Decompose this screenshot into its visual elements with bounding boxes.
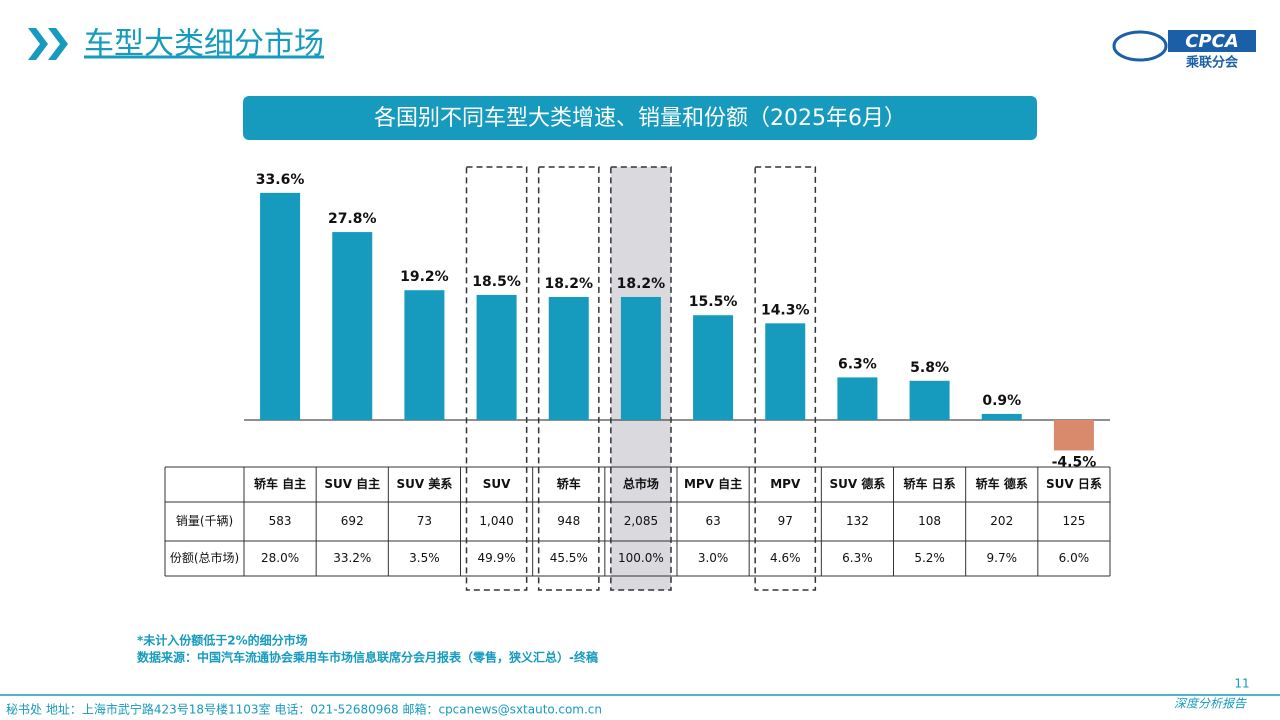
bar bbox=[476, 294, 517, 420]
table-cell: 33.2% bbox=[333, 551, 371, 565]
column-header: 轿车 bbox=[557, 476, 581, 491]
table-cell: 3.5% bbox=[409, 551, 440, 565]
column-header: SUV 日系 bbox=[1046, 476, 1102, 491]
bar bbox=[909, 380, 950, 420]
column-header: 轿车 自主 bbox=[254, 476, 306, 491]
table-cell: 202 bbox=[990, 514, 1013, 528]
footer-address: 秘书处 地址：上海市武宁路423号18号楼1103室 电话：021-526809… bbox=[6, 702, 602, 717]
note: 数据来源：中国汽车流通协会乘用车市场信息联席分会月报表（零售，狭义汇总）-终稿 bbox=[137, 650, 598, 665]
table-cell: 108 bbox=[918, 514, 941, 528]
column-header: MPV 自主 bbox=[684, 476, 742, 491]
table-cell: 63 bbox=[705, 514, 720, 528]
value-label: 33.6% bbox=[256, 172, 305, 188]
table-cell: 28.0% bbox=[261, 551, 299, 565]
table-cell: 73 bbox=[417, 514, 432, 528]
value-label: 14.3% bbox=[761, 302, 810, 318]
value-label: 18.5% bbox=[472, 274, 521, 290]
table-cell: 45.5% bbox=[550, 551, 588, 565]
table-cell: 125 bbox=[1062, 514, 1085, 528]
table-cell: 948 bbox=[557, 514, 580, 528]
bar bbox=[837, 377, 878, 420]
chart-title-box bbox=[243, 96, 1037, 140]
bar bbox=[404, 290, 445, 420]
value-label: 27.8% bbox=[328, 211, 377, 227]
table-cell: 4.6% bbox=[770, 551, 801, 565]
table-cell: 49.9% bbox=[478, 551, 516, 565]
value-label: -4.5% bbox=[1052, 454, 1097, 470]
table-cell: 132 bbox=[846, 514, 869, 528]
value-label: 18.2% bbox=[617, 276, 666, 292]
chart-title: 各国别不同车型大类增速、销量和份额（2025年6月） bbox=[374, 106, 906, 131]
column-header: SUV 美系 bbox=[396, 476, 452, 491]
logo-box bbox=[1168, 30, 1256, 52]
column-header: SUV 自主 bbox=[324, 476, 380, 491]
bar bbox=[1053, 420, 1094, 451]
page-number: 11 bbox=[1234, 677, 1249, 691]
logo-sub: 乘联分会 bbox=[1185, 55, 1239, 71]
highlight-box bbox=[465, 166, 528, 591]
bar bbox=[693, 315, 734, 420]
table-cell: 6.0% bbox=[1059, 551, 1090, 565]
table-cell: 9.7% bbox=[987, 551, 1018, 565]
page-title: 车型大类细分市场 bbox=[84, 27, 324, 62]
column-header: SUV bbox=[483, 477, 511, 491]
table-cell: 1,040 bbox=[479, 514, 513, 528]
bar bbox=[765, 323, 806, 420]
bar bbox=[332, 232, 373, 420]
table-cell: 2,085 bbox=[624, 514, 658, 528]
value-label: 15.5% bbox=[689, 294, 738, 310]
value-label: 6.3% bbox=[838, 356, 877, 372]
row-label: 销量(千辆) bbox=[176, 514, 233, 528]
bar bbox=[548, 296, 589, 420]
bar bbox=[260, 192, 301, 420]
column-header: 轿车 日系 bbox=[903, 476, 955, 491]
row-label: 份额(总市场) bbox=[170, 550, 239, 565]
highlight-box bbox=[610, 166, 672, 591]
value-label: 18.2% bbox=[544, 276, 593, 292]
bar bbox=[981, 413, 1022, 420]
column-header: 总市场 bbox=[623, 476, 659, 491]
table-cell: 100.0% bbox=[618, 551, 664, 565]
value-label: 0.9% bbox=[982, 393, 1021, 409]
value-label: 5.8% bbox=[910, 360, 949, 376]
column-header: MPV bbox=[770, 477, 801, 491]
footer-report: 深度分析报告 bbox=[1174, 697, 1247, 711]
logo-text: CPCA bbox=[1185, 31, 1239, 52]
highlight-box bbox=[537, 166, 600, 591]
table-cell: 3.0% bbox=[698, 551, 729, 565]
table-cell: 5.2% bbox=[914, 551, 945, 565]
table-cell: 6.3% bbox=[842, 551, 873, 565]
header-icon bbox=[28, 28, 68, 60]
note: *未计入份额低于2%的细分市场 bbox=[137, 633, 308, 648]
table-cell: 583 bbox=[269, 514, 292, 528]
table-cell: 97 bbox=[778, 514, 793, 528]
logo-mark bbox=[1112, 30, 1168, 62]
column-header: 轿车 德系 bbox=[976, 476, 1028, 491]
table-cell: 692 bbox=[341, 514, 364, 528]
bar bbox=[620, 296, 661, 420]
highlight-box bbox=[754, 166, 817, 591]
value-label: 19.2% bbox=[400, 269, 449, 285]
column-header: SUV 德系 bbox=[829, 476, 885, 491]
